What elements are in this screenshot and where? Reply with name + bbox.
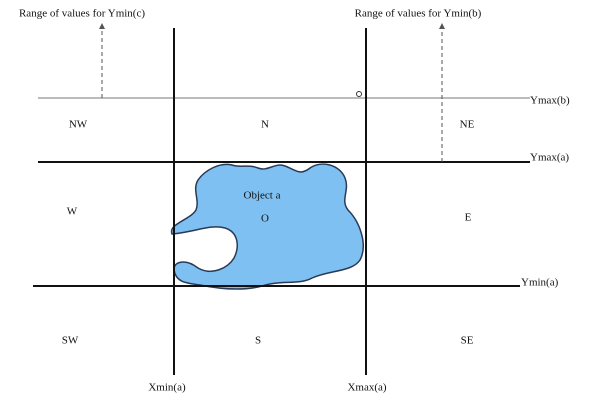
region-label: SE [461, 335, 474, 347]
object-label: Object a [244, 190, 281, 202]
region-label: SW [62, 335, 79, 347]
object-a-shape [172, 164, 364, 289]
line-label: Ymin(a) [521, 277, 559, 289]
region-label: NW [69, 119, 88, 131]
diagram: Range of values for Ymin(c) Range of val… [0, 0, 591, 401]
region-label: O [261, 213, 269, 225]
range-label: Range of values for Ymin(b) [355, 8, 482, 20]
line-label: Xmin(a) [148, 382, 186, 394]
region-label: E [465, 212, 472, 224]
region-label: W [67, 206, 78, 218]
line-label: Ymax(a) [530, 152, 569, 164]
region-label: NE [460, 119, 475, 131]
region-label: S [255, 335, 261, 347]
range-label: Range of values for Ymin(c) [19, 8, 145, 20]
line-label: Xmax(a) [347, 382, 386, 394]
marker-circle [357, 92, 362, 97]
region-label: N [261, 119, 269, 131]
line-label: Ymax(b) [530, 95, 570, 107]
